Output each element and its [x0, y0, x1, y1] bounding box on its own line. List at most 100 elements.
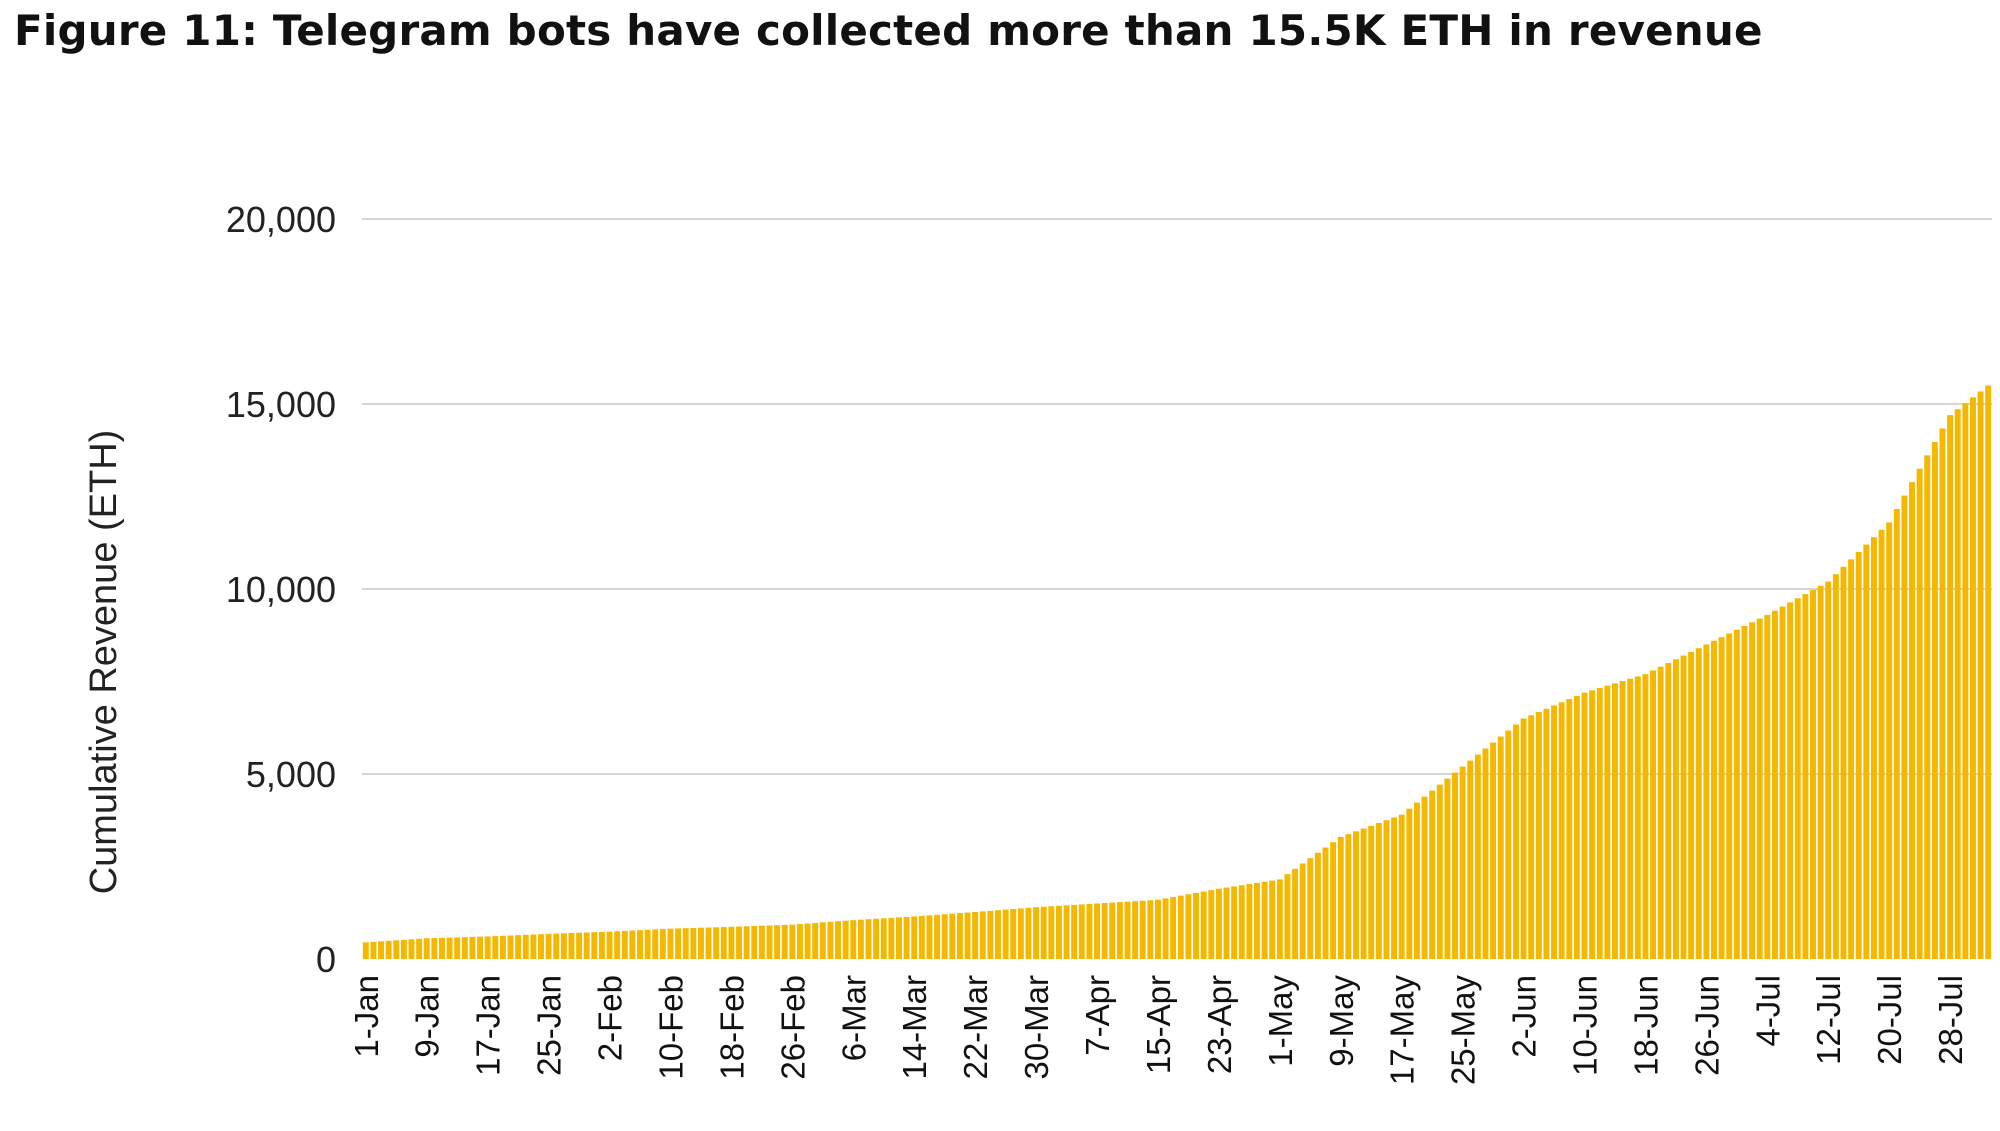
bar — [972, 912, 979, 959]
bar — [1033, 907, 1040, 959]
bar — [1886, 522, 1893, 959]
x-tick-label: 2-Feb — [592, 975, 629, 1061]
bar — [857, 919, 864, 959]
x-tick-label: 26-Jun — [1688, 975, 1725, 1076]
bar — [644, 929, 651, 959]
bar — [1139, 900, 1146, 959]
bar — [1467, 760, 1474, 959]
bar — [598, 931, 605, 959]
bar — [1566, 699, 1573, 959]
bar — [1383, 820, 1390, 959]
bar — [1170, 897, 1177, 959]
x-tick-label: 20-Jul — [1871, 975, 1908, 1065]
bar — [1246, 884, 1253, 959]
bar — [865, 919, 872, 959]
bar — [1299, 863, 1306, 959]
y-tick-label: 10,000 — [226, 569, 336, 610]
bar — [728, 926, 735, 959]
bar — [621, 930, 628, 959]
bar — [1954, 409, 1961, 959]
bar — [1284, 874, 1291, 959]
bar — [682, 928, 689, 959]
bar — [713, 927, 720, 959]
bar — [1193, 892, 1200, 959]
bar — [1604, 685, 1611, 959]
bar — [1413, 802, 1420, 959]
bar — [1474, 754, 1481, 959]
bar — [1764, 614, 1771, 959]
bar — [629, 930, 636, 959]
x-tick-label: 17-May — [1384, 975, 1421, 1086]
bar — [1436, 784, 1443, 959]
y-tick-label: 0 — [316, 939, 336, 980]
x-tick-label: 23-Apr — [1201, 975, 1238, 1074]
y-tick-label: 20,000 — [226, 199, 336, 240]
bar — [1215, 888, 1222, 959]
bar — [378, 941, 385, 959]
bar — [720, 927, 727, 959]
bar — [850, 920, 857, 959]
bar — [1832, 574, 1839, 959]
bar — [873, 918, 880, 959]
x-tick-label: 17-Jan — [470, 975, 507, 1076]
bar — [1017, 908, 1024, 959]
x-tick-label: 25-May — [1445, 975, 1482, 1086]
bar — [842, 920, 849, 959]
bar — [522, 934, 529, 959]
bar — [1208, 890, 1215, 959]
bar — [1368, 825, 1375, 959]
bar — [1581, 692, 1588, 959]
bar — [705, 927, 712, 959]
bar — [1558, 702, 1565, 959]
bar — [964, 912, 971, 959]
bar — [1055, 905, 1062, 959]
bar — [1063, 905, 1070, 959]
bar — [1779, 606, 1786, 959]
bar — [1634, 676, 1641, 959]
bar — [819, 922, 826, 959]
bar — [1741, 626, 1748, 959]
bar — [1040, 906, 1047, 959]
bar — [591, 932, 598, 959]
bar — [743, 926, 750, 959]
bar — [1101, 903, 1108, 959]
bar — [1627, 678, 1634, 959]
bar — [553, 933, 560, 959]
bar — [1870, 537, 1877, 959]
bar — [956, 913, 963, 959]
x-tick-label: 1-Jan — [348, 975, 385, 1058]
x-tick-label: 4-Jul — [1749, 975, 1786, 1047]
bar — [1924, 455, 1931, 959]
y-axis-label: Cumulative Revenue (ETH) — [83, 430, 125, 895]
bar — [1947, 415, 1954, 960]
bar — [1360, 828, 1367, 959]
bar — [1848, 559, 1855, 959]
bar — [659, 929, 666, 959]
bar — [1071, 904, 1078, 959]
bar — [1505, 730, 1512, 959]
bar — [1200, 891, 1207, 959]
bar — [1116, 902, 1123, 959]
bar — [583, 932, 590, 959]
bar — [408, 939, 415, 959]
bar — [1421, 796, 1428, 959]
bar — [1817, 585, 1824, 959]
bar — [652, 929, 659, 959]
bar — [1185, 894, 1192, 959]
bar — [888, 917, 895, 959]
bar — [1254, 882, 1260, 959]
bar — [1010, 909, 1017, 959]
bar — [1596, 687, 1603, 959]
bar — [1863, 544, 1870, 959]
bar — [797, 924, 803, 959]
bar — [1939, 428, 1946, 959]
x-tick-label: 28-Jul — [1932, 975, 1969, 1065]
bar — [439, 937, 445, 959]
bar — [1261, 881, 1268, 959]
bar — [1398, 814, 1405, 959]
bar — [1749, 622, 1756, 959]
bar — [1619, 681, 1626, 959]
bar — [1353, 831, 1359, 959]
bar — [370, 941, 377, 959]
x-tick-label: 18-Jun — [1627, 975, 1664, 1076]
